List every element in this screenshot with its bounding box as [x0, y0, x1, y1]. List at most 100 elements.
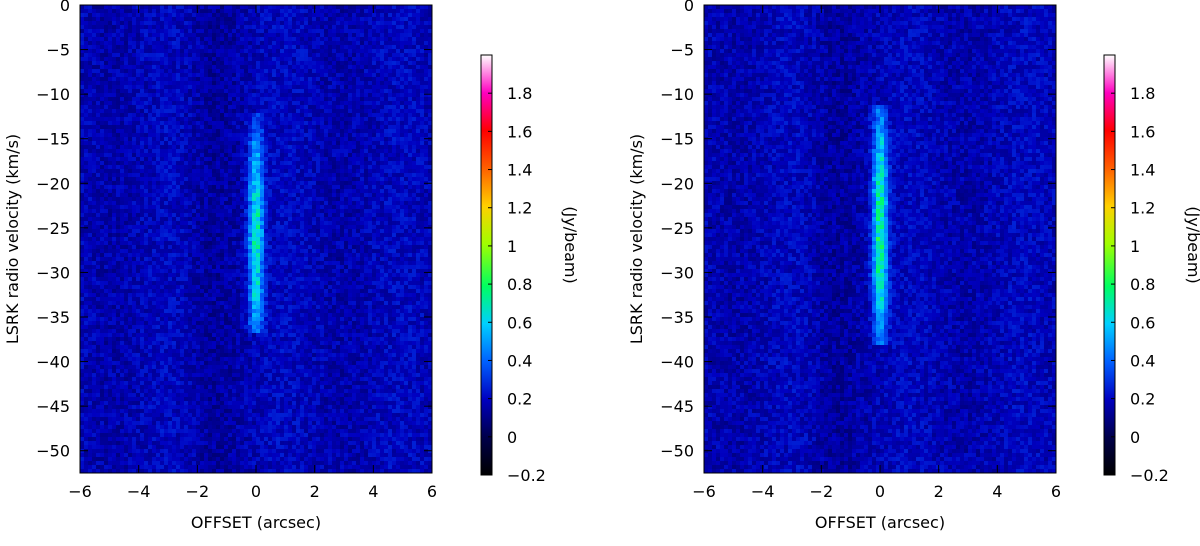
heatmap-cell — [300, 141, 305, 146]
heatmap-cell — [368, 97, 373, 102]
heatmap-cell — [328, 185, 333, 190]
heatmap-cell — [236, 193, 241, 198]
heatmap-cell — [256, 185, 261, 190]
heatmap-cell — [156, 121, 161, 126]
heatmap-cell — [124, 69, 129, 74]
heatmap-cell — [180, 73, 185, 78]
heatmap-cell — [216, 45, 221, 50]
heatmap-cell — [336, 141, 341, 146]
heatmap-cell — [228, 93, 233, 98]
heatmap-cell — [400, 17, 405, 22]
heatmap-cell — [240, 17, 245, 22]
heatmap-cell — [296, 45, 301, 50]
heatmap-cell — [424, 117, 429, 122]
heatmap-cell — [304, 41, 309, 46]
heatmap-cell — [224, 29, 229, 34]
heatmap-cell — [176, 217, 181, 222]
heatmap-cell — [408, 117, 413, 122]
heatmap-cell — [144, 97, 149, 102]
heatmap-cell — [96, 197, 101, 202]
heatmap-cell — [252, 213, 257, 218]
heatmap-cell — [140, 141, 145, 146]
heatmap-cell — [204, 121, 209, 126]
heatmap-cell — [244, 121, 249, 126]
heatmap-cell — [328, 181, 333, 186]
heatmap-cell — [388, 153, 393, 158]
heatmap-cell — [368, 81, 373, 86]
heatmap-cell — [348, 93, 353, 98]
heatmap-cell — [376, 37, 381, 42]
heatmap-cell — [328, 9, 333, 14]
heatmap-cell — [236, 217, 241, 222]
heatmap-cell — [124, 213, 129, 218]
heatmap-cell — [208, 121, 213, 126]
heatmap-cell — [144, 33, 149, 38]
heatmap-cell — [168, 129, 173, 134]
heatmap-cell — [264, 101, 269, 106]
heatmap-cell — [168, 109, 173, 114]
heatmap-cell — [244, 69, 249, 74]
heatmap-cell — [420, 97, 425, 102]
heatmap-cell — [256, 69, 261, 74]
heatmap-cell — [112, 45, 117, 50]
heatmap-cell — [88, 129, 93, 134]
heatmap-cell — [264, 157, 269, 162]
heatmap-cell — [424, 5, 429, 10]
heatmap-cell — [372, 37, 377, 42]
heatmap-cell — [96, 69, 101, 74]
heatmap-cell — [188, 209, 193, 214]
heatmap-cell — [80, 21, 85, 26]
heatmap-cell — [396, 165, 401, 170]
heatmap-cell — [292, 69, 297, 74]
heatmap-cell — [344, 149, 349, 154]
heatmap-cell — [108, 81, 113, 86]
heatmap-cell — [424, 145, 429, 150]
heatmap-cell — [388, 69, 393, 74]
heatmap-cell — [256, 197, 261, 202]
heatmap-cell — [204, 125, 209, 130]
heatmap-cell — [192, 57, 197, 62]
heatmap-cell — [316, 157, 321, 162]
heatmap-cell — [332, 217, 337, 222]
heatmap-cell — [280, 157, 285, 162]
heatmap-cell — [128, 89, 133, 94]
heatmap-cell — [316, 69, 321, 74]
heatmap-cell — [404, 161, 409, 166]
heatmap-cell — [412, 21, 417, 26]
heatmap-cell — [244, 229, 249, 234]
heatmap-cell — [336, 201, 341, 206]
heatmap-cell — [380, 197, 385, 202]
heatmap-cell — [240, 97, 245, 102]
heatmap-cell — [128, 97, 133, 102]
heatmap-cell — [244, 133, 249, 138]
heatmap-cell — [112, 65, 117, 70]
heatmap-cell — [412, 89, 417, 94]
heatmap-cell — [236, 61, 241, 66]
heatmap-cell — [96, 205, 101, 210]
heatmap-cell — [256, 129, 261, 134]
heatmap-cell — [80, 197, 85, 202]
heatmap-cell — [388, 25, 393, 30]
heatmap-cell — [100, 49, 105, 54]
heatmap-cell — [204, 41, 209, 46]
heatmap-cell — [240, 65, 245, 70]
heatmap-cell — [428, 221, 433, 226]
heatmap-cell — [420, 137, 425, 142]
heatmap-cell — [348, 53, 353, 58]
heatmap-cell — [408, 149, 413, 154]
heatmap-cell — [272, 217, 277, 222]
heatmap-cell — [240, 37, 245, 42]
heatmap-cell — [408, 225, 413, 230]
heatmap-cell — [272, 53, 277, 58]
heatmap-cell — [332, 73, 337, 78]
heatmap-cell — [416, 141, 421, 146]
heatmap-cell — [200, 165, 205, 170]
heatmap-cell — [384, 205, 389, 210]
heatmap-cell — [296, 69, 301, 74]
heatmap-cell — [408, 73, 413, 78]
heatmap-cell — [168, 33, 173, 38]
heatmap-cell — [152, 69, 157, 74]
heatmap-cell — [92, 81, 97, 86]
heatmap-cell — [120, 193, 125, 198]
heatmap-cell — [92, 185, 97, 190]
